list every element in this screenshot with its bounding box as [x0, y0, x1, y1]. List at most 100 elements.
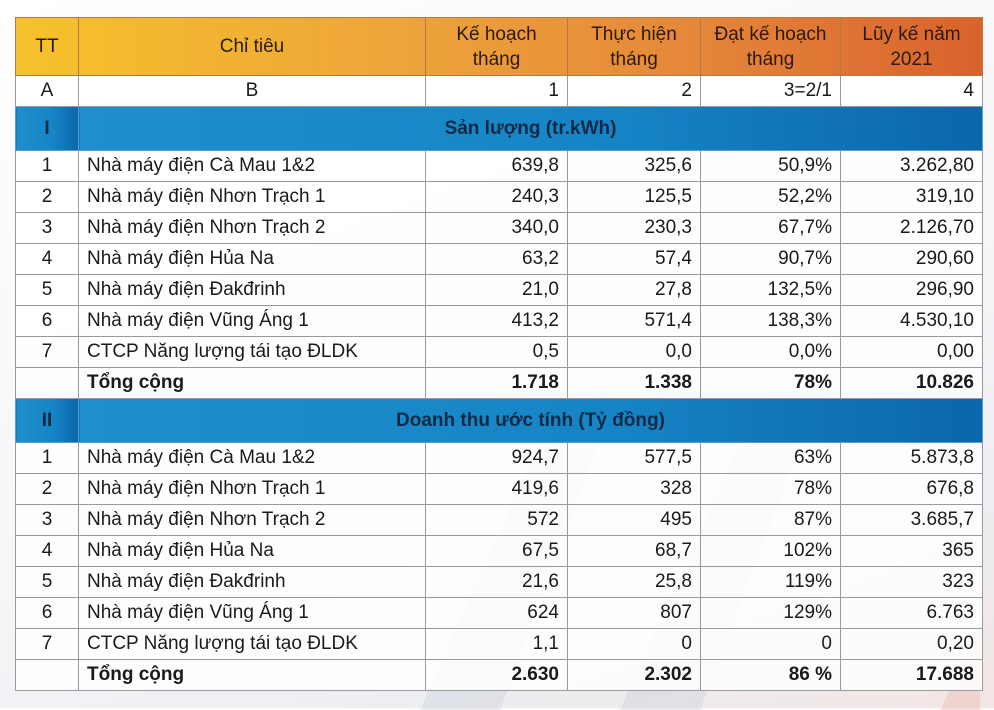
index-cell: A: [15, 75, 79, 107]
index-cell: B: [78, 75, 426, 107]
table-cell: 572: [425, 504, 568, 536]
section-number: II: [15, 398, 79, 443]
table-cell: 2: [15, 473, 79, 505]
table-cell: Tổng cộng: [78, 367, 426, 399]
table-cell: Nhà máy điện Vũng Áng 1: [78, 597, 426, 629]
table-cell: 86 %: [700, 659, 841, 691]
table-cell: 7: [15, 336, 79, 368]
table-cell: Nhà máy điện Nhơn Trạch 2: [78, 212, 426, 244]
table-cell: 63%: [700, 442, 841, 474]
index-cell: 2: [567, 75, 701, 107]
table-cell: 571,4: [567, 305, 701, 337]
table-cell: [15, 367, 79, 399]
header-ke-hoach: Kế hoạch tháng: [425, 17, 568, 76]
table-cell: 25,8: [567, 566, 701, 598]
table-cell: 27,8: [567, 274, 701, 306]
table-cell: Nhà máy điện Vũng Áng 1: [78, 305, 426, 337]
table-cell: 78%: [700, 473, 841, 505]
table-cell: 319,10: [840, 181, 983, 213]
table-cell: 67,7%: [700, 212, 841, 244]
table-cell: 21,0: [425, 274, 568, 306]
table-cell: 125,5: [567, 181, 701, 213]
table-cell: 7: [15, 628, 79, 660]
table-cell: Nhà máy điện Cà Mau 1&2: [78, 442, 426, 474]
table-cell: 0: [567, 628, 701, 660]
index-cell: 4: [840, 75, 983, 107]
table-cell: 290,60: [840, 243, 983, 275]
section-header-row: II Doanh thu ước tính (Tỷ đồng): [15, 398, 983, 443]
table-cell: 5: [15, 274, 79, 306]
table-cell: 0: [700, 628, 841, 660]
table-row: 3 Nhà máy điện Nhơn Trạch 2 340,0 230,3 67,7…: [15, 212, 983, 244]
table-cell: 87%: [700, 504, 841, 536]
table-row: 7 CTCP Năng lượng tái tạo ĐLDK 1,1 0 0 0,20: [15, 628, 983, 660]
table-cell: 57,4: [567, 243, 701, 275]
table-cell: 1.718: [425, 367, 568, 399]
table-cell: Tổng cộng: [78, 659, 426, 691]
table-row: 3 Nhà máy điện Nhơn Trạch 2 572 495 87% 3.685…: [15, 504, 983, 536]
table-cell: 119%: [700, 566, 841, 598]
table-cell: 230,3: [567, 212, 701, 244]
table-row: 5 Nhà máy điện Đakđrinh 21,6 25,8 119% 323: [15, 566, 983, 598]
section-header-row: I Sản lượng (tr.kWh): [15, 106, 983, 151]
table-cell: 10.826: [840, 367, 983, 399]
index-row: A B 1 2 3=2/1 4: [15, 75, 983, 107]
header-dat-ke-hoach: Đạt kế hoạch tháng: [700, 17, 841, 76]
table-cell: 807: [567, 597, 701, 629]
table-cell: 132,5%: [700, 274, 841, 306]
table-cell: Nhà máy điện Nhơn Trạch 2: [78, 504, 426, 536]
data-table: TT Chỉ tiêu Kế hoạch tháng Thực hiện thá…: [15, 17, 983, 691]
table-cell: 2.126,70: [840, 212, 983, 244]
table-cell: 6.763: [840, 597, 983, 629]
table-row: 4 Nhà máy điện Hủa Na 63,2 57,4 90,7% 290,60: [15, 243, 983, 275]
table-cell: Nhà máy điện Đakđrinh: [78, 566, 426, 598]
table-cell: 0,20: [840, 628, 983, 660]
table-cell: Nhà máy điện Nhơn Trạch 1: [78, 473, 426, 505]
table-cell: 924,7: [425, 442, 568, 474]
table-cell: 676,8: [840, 473, 983, 505]
table-cell: 0,0: [567, 336, 701, 368]
index-cell: 3=2/1: [700, 75, 841, 107]
section-title: Doanh thu ước tính (Tỷ đồng): [78, 398, 983, 443]
section-number: I: [15, 106, 79, 151]
table-cell: Nhà máy điện Hủa Na: [78, 535, 426, 567]
table-cell: [15, 659, 79, 691]
table-row: 6 Nhà máy điện Vũng Áng 1 624 807 129% 6.763: [15, 597, 983, 629]
table-cell: 1,1: [425, 628, 568, 660]
table-cell: 1.338: [567, 367, 701, 399]
table-cell: 4.530,10: [840, 305, 983, 337]
table-cell: CTCP Năng lượng tái tạo ĐLDK: [78, 336, 426, 368]
header-luy-ke: Lũy kế năm 2021: [840, 17, 983, 76]
header-row: TT Chỉ tiêu Kế hoạch tháng Thực hiện thá…: [15, 17, 983, 76]
table-cell: 240,3: [425, 181, 568, 213]
table-cell: 63,2: [425, 243, 568, 275]
total-row: Tổng cộng 1.718 1.338 78% 10.826: [15, 367, 983, 399]
table-cell: 3.685,7: [840, 504, 983, 536]
table-cell: 5: [15, 566, 79, 598]
table-cell: 4: [15, 535, 79, 567]
table-cell: 4: [15, 243, 79, 275]
table-cell: 21,6: [425, 566, 568, 598]
table-cell: Nhà máy điện Nhơn Trạch 1: [78, 181, 426, 213]
header-thuc-hien: Thực hiện tháng: [567, 17, 701, 76]
table-cell: 3: [15, 504, 79, 536]
header-chi-tieu: Chỉ tiêu: [78, 17, 426, 76]
table-cell: 0,00: [840, 336, 983, 368]
table-cell: 340,0: [425, 212, 568, 244]
table-cell: 1: [15, 442, 79, 474]
table-cell: 6: [15, 305, 79, 337]
table-cell: 365: [840, 535, 983, 567]
table-cell: 0,0%: [700, 336, 841, 368]
table-cell: 0,5: [425, 336, 568, 368]
header-tt: TT: [15, 17, 79, 76]
table-cell: 5.873,8: [840, 442, 983, 474]
table-cell: 17.688: [840, 659, 983, 691]
table-cell: 129%: [700, 597, 841, 629]
table-cell: 325,6: [567, 150, 701, 182]
table-cell: 328: [567, 473, 701, 505]
table-cell: 90,7%: [700, 243, 841, 275]
total-row: Tổng cộng 2.630 2.302 86 % 17.688: [15, 659, 983, 691]
table-row: 1 Nhà máy điện Cà Mau 1&2 924,7 577,5 63% 5.8…: [15, 442, 983, 474]
table-cell: 102%: [700, 535, 841, 567]
table-cell: 50,9%: [700, 150, 841, 182]
